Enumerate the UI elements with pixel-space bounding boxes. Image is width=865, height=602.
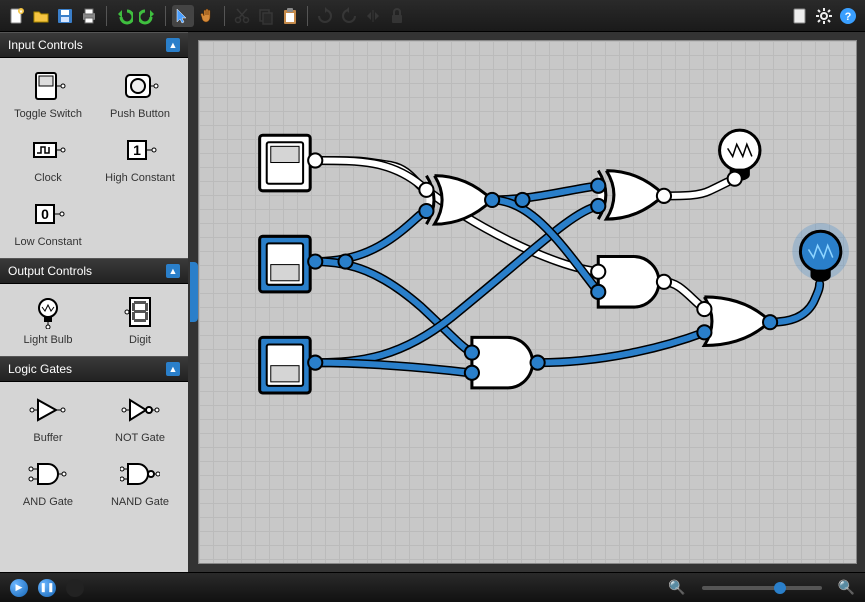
panel-header[interactable]: Input Controls ▲ (0, 32, 188, 58)
push-button-icon (120, 68, 160, 104)
svg-text:★: ★ (19, 9, 24, 15)
palette-label: Clock (34, 172, 62, 184)
high-const-icon: 1 (120, 132, 160, 168)
play-button[interactable]: ▶ (10, 579, 28, 597)
not-gate-icon (120, 392, 160, 428)
palette-label: Digit (129, 334, 151, 346)
pause-button[interactable]: ❚❚ (38, 579, 56, 597)
circuit-svg (199, 41, 856, 563)
panel-header[interactable]: Output Controls ▲ (0, 258, 188, 284)
zoom-out-icon[interactable]: 🔍 (668, 579, 685, 596)
palette-item-high-const[interactable]: 1 High Constant (96, 128, 184, 188)
print-icon[interactable] (78, 5, 100, 27)
new-file-icon[interactable]: ★ (6, 5, 28, 27)
canvas-wrap (190, 32, 865, 572)
rotate-cw-icon[interactable] (314, 5, 336, 27)
palette-label: Push Button (110, 108, 170, 120)
paste-icon[interactable] (279, 5, 301, 27)
main-area: Input Controls ▲ Toggle Switch Push Button C… (0, 32, 865, 572)
pointer-icon[interactable] (172, 5, 194, 27)
palette-item-digit[interactable]: Digit (96, 290, 184, 350)
stop-button[interactable] (66, 579, 84, 597)
panel-title: Input Controls (8, 38, 83, 52)
palette-label: Toggle Switch (14, 108, 82, 120)
palette-item-low-const[interactable]: 0 Low Constant (4, 192, 92, 252)
palette-item-push-button[interactable]: Push Button (96, 64, 184, 124)
circuit-canvas[interactable] (198, 40, 857, 564)
redo-icon[interactable] (137, 5, 159, 27)
palette-label: NOT Gate (115, 432, 165, 444)
page-icon[interactable] (789, 5, 811, 27)
sidebar-collapse-handle[interactable] (190, 262, 198, 322)
main-toolbar: ★? (0, 0, 865, 32)
panel-title: Output Controls (8, 264, 92, 278)
buffer-icon (28, 392, 68, 428)
palette-item-light-bulb[interactable]: Light Bulb (4, 290, 92, 350)
panel-header[interactable]: Logic Gates ▲ (0, 356, 188, 382)
zoom-slider[interactable] (702, 586, 822, 590)
palette-item-buffer[interactable]: Buffer (4, 388, 92, 448)
panel-collapse-icon[interactable]: ▲ (166, 264, 180, 278)
palette-label: High Constant (105, 172, 175, 184)
palette-label: Buffer (33, 432, 62, 444)
zoom-thumb[interactable] (774, 582, 786, 594)
zoom-in-icon[interactable]: 🔍 (838, 579, 855, 596)
status-bar: ▶ ❚❚ 🔍 🔍 (0, 572, 865, 602)
palette-label: Light Bulb (24, 334, 73, 346)
save-icon[interactable] (54, 5, 76, 27)
flip-icon[interactable] (362, 5, 384, 27)
clock-icon (28, 132, 68, 168)
light-bulb-icon (28, 294, 68, 330)
palette-item-and-gate[interactable]: AND Gate (4, 452, 92, 512)
lock-icon[interactable] (386, 5, 408, 27)
undo-icon[interactable] (113, 5, 135, 27)
open-file-icon[interactable] (30, 5, 52, 27)
low-const-icon: 0 (28, 196, 68, 232)
palette-label: AND Gate (23, 496, 73, 508)
cut-icon[interactable] (231, 5, 253, 27)
toggle-switch-icon (28, 68, 68, 104)
palette-label: Low Constant (14, 236, 81, 248)
copy-icon[interactable] (255, 5, 277, 27)
nand-gate-icon (120, 456, 160, 492)
panel-collapse-icon[interactable]: ▲ (166, 38, 180, 52)
palette-item-toggle-switch[interactable]: Toggle Switch (4, 64, 92, 124)
palette-item-nand-gate[interactable]: NAND Gate (96, 452, 184, 512)
palette-item-clock[interactable]: Clock (4, 128, 92, 188)
settings-icon[interactable] (813, 5, 835, 27)
svg-text:0: 0 (41, 206, 49, 222)
hand-icon[interactable] (196, 5, 218, 27)
panel-title: Logic Gates (8, 362, 72, 376)
digit-icon (120, 294, 160, 330)
palette-sidebar: Input Controls ▲ Toggle Switch Push Button C… (0, 32, 190, 572)
and-gate-icon (28, 456, 68, 492)
palette-item-not-gate[interactable]: NOT Gate (96, 388, 184, 448)
svg-text:1: 1 (133, 142, 141, 158)
help-icon[interactable]: ? (837, 5, 859, 27)
svg-text:?: ? (845, 11, 852, 23)
rotate-ccw-icon[interactable] (338, 5, 360, 27)
panel-collapse-icon[interactable]: ▲ (166, 362, 180, 376)
palette-label: NAND Gate (111, 496, 169, 508)
